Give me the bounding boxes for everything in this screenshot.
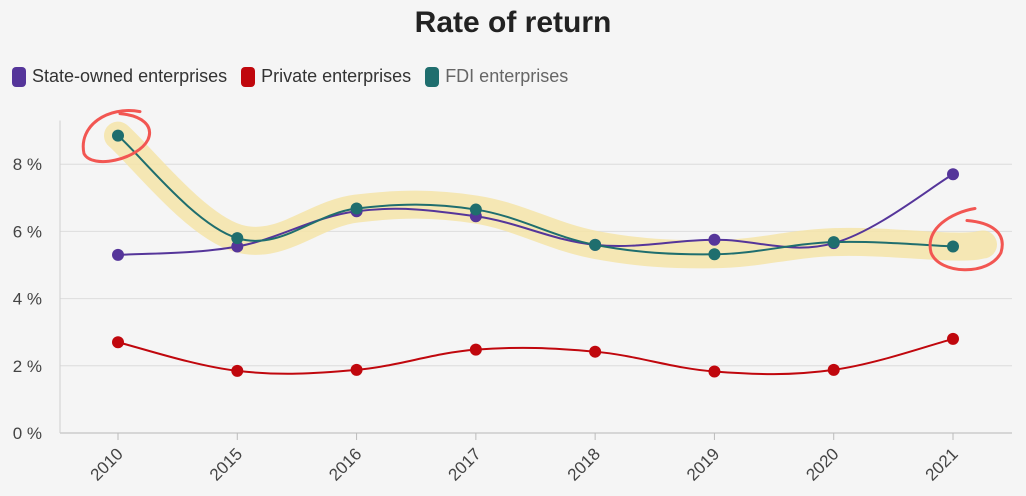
- data-point-2: [947, 240, 959, 253]
- data-point-2: [112, 129, 124, 142]
- y-tick-label: 8 %: [13, 155, 42, 174]
- x-tick-label: 2017: [445, 444, 485, 484]
- legend-label-state-owned: State-owned enterprises: [32, 66, 228, 86]
- series-line-1: [117, 337, 954, 376]
- y-tick-label: 4 %: [13, 290, 42, 309]
- data-point-2: [350, 202, 363, 215]
- y-tick-label: 2 %: [13, 357, 42, 376]
- legend-label-fdi: FDI enterprises: [445, 66, 569, 86]
- legend-label-private: Private enterprises: [261, 66, 412, 86]
- x-tick-label: 2018: [564, 444, 604, 484]
- data-point-1: [469, 343, 482, 356]
- x-tick-label: 2015: [206, 444, 246, 484]
- legend: State-owned enterprises Private enterpri…: [12, 66, 582, 87]
- y-tick-label: 0 %: [13, 424, 42, 443]
- data-point-0: [112, 248, 124, 261]
- grid-layer: [60, 163, 1012, 367]
- chart-title: Rate of return: [414, 6, 612, 39]
- x-tick-label: 2010: [87, 444, 127, 484]
- data-point-1: [708, 365, 721, 378]
- annotation-circle-2010: [81, 109, 151, 163]
- legend-item-state-owned[interactable]: State-owned enterprises: [12, 66, 227, 87]
- series-line-0: [117, 173, 954, 256]
- data-point-0: [231, 240, 244, 253]
- data-point-2: [827, 236, 840, 249]
- data-point-2: [231, 232, 244, 245]
- annotation-layer: [81, 109, 1004, 272]
- data-point-1: [350, 363, 363, 376]
- legend-item-private[interactable]: Private enterprises: [241, 66, 411, 87]
- legend-swatch-state-owned: [12, 66, 26, 87]
- annotation-circle-2021: [928, 207, 1004, 272]
- y-tick-label: 6 %: [13, 222, 42, 241]
- data-point-0: [708, 233, 721, 246]
- legend-swatch-private: [241, 66, 256, 87]
- data-point-1: [947, 332, 959, 345]
- x-tick-label: 2020: [802, 444, 842, 484]
- x-tick-label: 2021: [922, 444, 962, 484]
- legend-swatch-fdi: [425, 66, 440, 87]
- series-points-layer: [112, 129, 959, 378]
- data-point-1: [589, 345, 602, 358]
- data-point-2: [708, 248, 721, 261]
- data-point-2: [589, 238, 602, 251]
- x-tick-label: 2019: [683, 444, 723, 484]
- data-point-2: [469, 203, 482, 216]
- data-point-1: [231, 364, 244, 377]
- data-point-0: [947, 168, 959, 181]
- x-tick-label: 2016: [325, 444, 365, 484]
- data-point-1: [112, 336, 124, 349]
- data-point-1: [827, 363, 840, 376]
- legend-item-fdi[interactable]: FDI enterprises: [425, 66, 568, 87]
